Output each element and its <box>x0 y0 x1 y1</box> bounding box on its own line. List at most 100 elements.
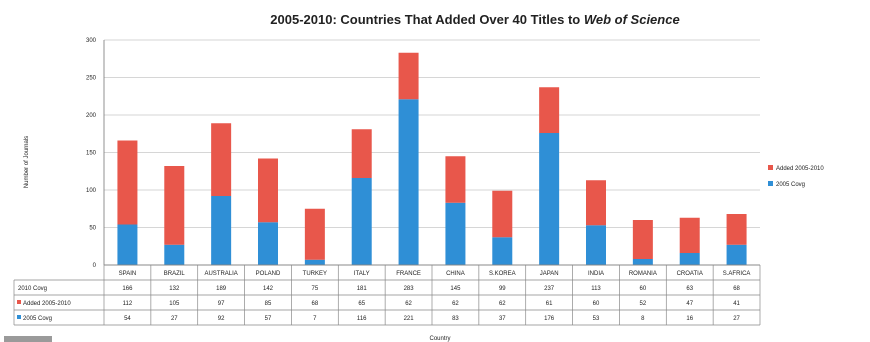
table-cell-value: 145 <box>450 286 461 292</box>
table-row-label: 2005 Covg <box>23 316 52 322</box>
table-cell-value: 27 <box>171 316 178 322</box>
table-cell-value: 176 <box>544 316 555 322</box>
table-cell-value: 62 <box>452 301 459 307</box>
table-cell-value: 221 <box>404 316 415 322</box>
y-axis-label: Number of Journals <box>24 136 30 188</box>
chart-title-text: 2005-2010: Countries That Added Over 40 … <box>270 12 584 27</box>
legend-label: 2005 Covg <box>776 182 805 188</box>
table-cell-value: 41 <box>733 301 740 307</box>
bar-added-2005-2010 <box>726 214 747 245</box>
bar-2005-covg <box>117 224 138 265</box>
bar-added-2005-2010 <box>258 158 278 223</box>
table-cell-value: 65 <box>358 301 365 307</box>
table-cell-value: 37 <box>499 316 506 322</box>
category-label: S.AFRICA <box>723 271 751 277</box>
table-cell-value: 75 <box>312 286 319 292</box>
bar-added-2005-2010 <box>117 140 138 225</box>
category-label: TURKEY <box>303 271 327 277</box>
table-cell-value: 283 <box>404 286 415 292</box>
table-row-label: 2010 Covg <box>18 286 47 292</box>
bar-2005-covg <box>632 259 653 265</box>
bar-added-2005-2010 <box>539 87 560 133</box>
table-cell-value: 116 <box>357 316 367 322</box>
table-cell-value: 181 <box>357 286 368 292</box>
table-cell-value: 61 <box>546 301 553 307</box>
legend-swatch <box>768 181 773 186</box>
bar-added-2005-2010 <box>164 166 185 245</box>
table-cell-value: 62 <box>499 301 506 307</box>
y-tick-label: 100 <box>86 188 97 194</box>
bar-added-2005-2010 <box>492 190 513 238</box>
table-cell-value: 112 <box>123 301 133 307</box>
table-cell-value: 47 <box>686 301 693 307</box>
table-cell-value: 237 <box>544 286 555 292</box>
y-tick-label: 50 <box>89 226 96 232</box>
table-cell-value: 142 <box>263 286 274 292</box>
table-cell-value: 92 <box>218 316 225 322</box>
table-row-label: Added 2005-2010 <box>23 301 71 307</box>
table-cell-value: 99 <box>499 286 506 292</box>
y-tick-label: 150 <box>86 151 97 157</box>
table-cell-value: 52 <box>640 301 647 307</box>
table-row-marker <box>17 315 21 319</box>
bar-2005-covg <box>398 99 419 265</box>
y-tick-label: 200 <box>86 113 97 119</box>
table-cell-value: 166 <box>122 286 133 292</box>
category-label: JAPAN <box>540 271 559 277</box>
bar-2005-covg <box>492 237 513 265</box>
legend-label: Added 2005-2010 <box>776 166 824 172</box>
bar-2005-covg <box>211 196 232 265</box>
table-cell-value: 113 <box>591 286 601 292</box>
chart-title-emphasis: Web of Science <box>584 12 680 27</box>
bar-2005-covg <box>726 244 747 265</box>
bar-added-2005-2010 <box>632 220 653 259</box>
table-cell-value: 85 <box>265 301 272 307</box>
table-cell-value: 83 <box>452 316 459 322</box>
bar-added-2005-2010 <box>398 52 419 100</box>
table-cell-value: 68 <box>733 286 740 292</box>
bar-2005-covg <box>304 259 325 265</box>
category-label: BRAZIL <box>164 271 186 277</box>
table-cell-value: 63 <box>686 286 693 292</box>
category-label: S.KOREA <box>489 271 516 277</box>
table-cell-value: 60 <box>640 286 647 292</box>
bar-2005-covg <box>351 178 372 265</box>
bar-added-2005-2010 <box>586 180 606 226</box>
category-label: AUSTRALIA <box>204 271 237 277</box>
table-cell-value: 68 <box>312 301 319 307</box>
category-label: CROATIA <box>677 271 703 277</box>
chart-title: 2005-2010: Countries That Added Over 40 … <box>270 12 679 27</box>
bar-2005-covg <box>164 244 185 265</box>
bar-added-2005-2010 <box>304 208 325 260</box>
bar-2005-covg <box>539 133 560 265</box>
y-tick-label: 300 <box>86 38 97 44</box>
y-tick-label: 0 <box>93 263 97 269</box>
category-label: SPAIN <box>119 271 137 277</box>
bar-added-2005-2010 <box>211 123 232 196</box>
table-cell-value: 53 <box>593 316 600 322</box>
bar-added-2005-2010 <box>351 129 372 178</box>
x-axis-label: Country <box>429 336 450 342</box>
category-label: POLAND <box>256 271 281 277</box>
category-label: CHINA <box>446 271 465 277</box>
table-cell-value: 57 <box>265 316 272 322</box>
table-cell-value: 54 <box>124 316 131 322</box>
category-label: FRANCE <box>396 271 421 277</box>
table-cell-value: 189 <box>216 286 227 292</box>
category-label: INDIA <box>588 271 604 277</box>
table-row-marker <box>17 300 21 304</box>
table-cell-value: 60 <box>593 301 600 307</box>
bar-2005-covg <box>445 202 466 265</box>
table-cell-value: 7 <box>313 316 317 322</box>
table-cell-value: 27 <box>733 316 740 322</box>
table-cell-value: 105 <box>169 301 180 307</box>
y-tick-label: 250 <box>86 76 97 82</box>
bar-2005-covg <box>679 253 700 265</box>
table-cell-value: 97 <box>218 301 225 307</box>
table-cell-value: 8 <box>641 316 645 322</box>
corner-marker <box>4 336 52 342</box>
category-label: ITALY <box>354 271 370 277</box>
bar-added-2005-2010 <box>445 156 466 203</box>
bar-2005-covg <box>586 225 606 265</box>
